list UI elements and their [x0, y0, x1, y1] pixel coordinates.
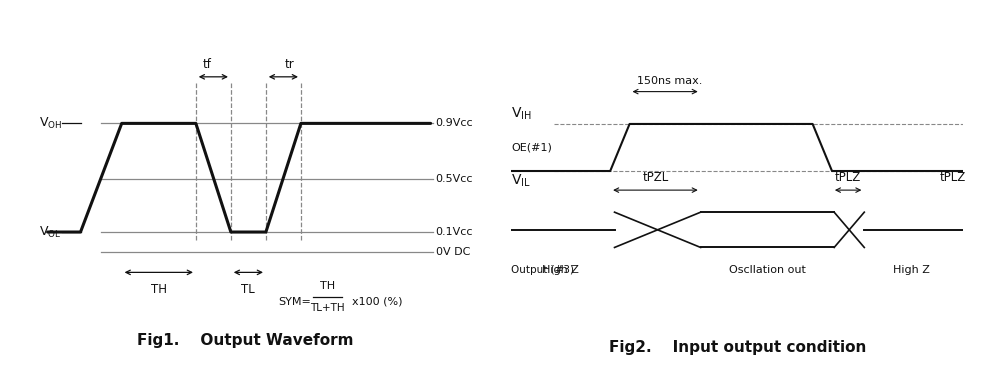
Text: SYM=: SYM= — [278, 297, 311, 307]
Text: x100 (%): x100 (%) — [352, 297, 403, 307]
Text: $\mathsf{V_{IH}}$: $\mathsf{V_{IH}}$ — [511, 106, 532, 123]
Text: tPZL: tPZL — [642, 171, 668, 184]
Text: High Z: High Z — [543, 265, 579, 275]
Text: TL+TH: TL+TH — [311, 303, 345, 314]
Text: tr: tr — [285, 57, 295, 71]
Text: $\mathsf{V_{IL}}$: $\mathsf{V_{IL}}$ — [511, 173, 531, 189]
Text: High Z: High Z — [894, 265, 930, 275]
Text: 0.9Vcc: 0.9Vcc — [435, 118, 473, 128]
Text: Fig1.    Output Waveform: Fig1. Output Waveform — [137, 333, 354, 348]
Text: tf: tf — [202, 57, 211, 71]
Text: Oscllation out: Oscllation out — [729, 265, 806, 275]
Text: TH: TH — [150, 283, 167, 296]
Text: 0.1Vcc: 0.1Vcc — [435, 227, 473, 237]
Text: Fig2.    Input output condition: Fig2. Input output condition — [608, 340, 866, 355]
Text: 0.5Vcc: 0.5Vcc — [435, 174, 473, 184]
Text: tPLZ: tPLZ — [939, 171, 965, 184]
Text: Output (#3): Output (#3) — [511, 265, 574, 275]
Text: TL: TL — [242, 283, 256, 296]
Text: TH: TH — [320, 281, 335, 291]
Text: 150ns max.: 150ns max. — [637, 76, 702, 86]
Text: $\mathsf{V_{OH}}$: $\mathsf{V_{OH}}$ — [39, 116, 63, 131]
Text: OE(#1): OE(#1) — [511, 142, 552, 152]
Text: tPLZ: tPLZ — [835, 171, 861, 184]
Text: 0V DC: 0V DC — [435, 247, 470, 257]
Text: $\mathsf{V_{OL}}$: $\mathsf{V_{OL}}$ — [39, 225, 62, 239]
